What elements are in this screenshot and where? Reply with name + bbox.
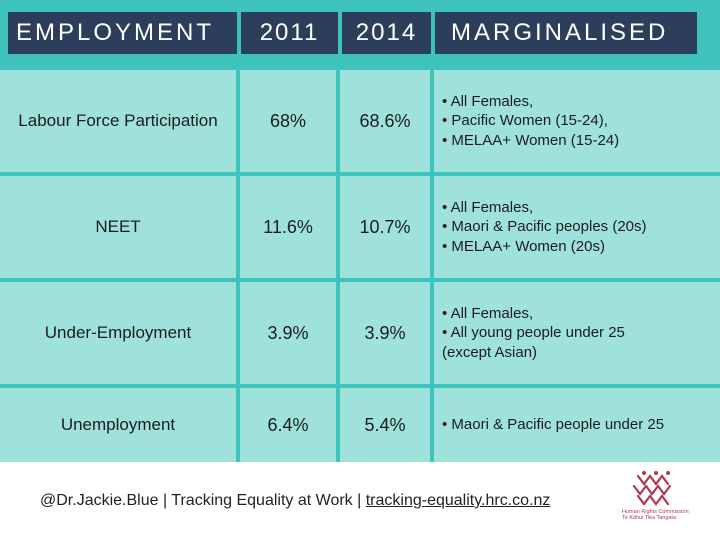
- table-header: EMPLOYMENT 2011 2014 MARGINALISED: [8, 12, 697, 54]
- table-row: Under-Employment 3.9% 3.9% • All Females…: [0, 282, 720, 384]
- marginalised-line: • Pacific Women (15-24),: [442, 112, 608, 130]
- header-marginalised: MARGINALISED: [435, 12, 697, 54]
- marginalised-groups: • Maori & Pacific people under 25: [434, 388, 720, 462]
- marginalised-line: • All Females,: [442, 304, 534, 322]
- marginalised-line: • All Females,: [442, 92, 534, 110]
- marginalised-groups: • All Females, • Pacific Women (15-24), …: [434, 70, 720, 172]
- header-2014: 2014: [342, 12, 431, 54]
- marginalised-line: (except Asian): [442, 343, 538, 361]
- marginalised-line: • Maori & Pacific people under 25: [442, 416, 665, 434]
- footer-separator: |: [352, 492, 366, 509]
- row-label: Unemployment: [0, 388, 236, 462]
- marginalised-line: • MELAA+ Women (20s): [442, 237, 605, 255]
- footer-separator: |: [158, 492, 172, 509]
- marginalised-line: • All young people under 25: [442, 324, 625, 342]
- table-row: Unemployment 6.4% 5.4% • Maori & Pacific…: [0, 388, 720, 462]
- footer: @Dr.Jackie.Blue | Tracking Equality at W…: [40, 492, 550, 510]
- marginalised-line: • Maori & Pacific peoples (20s): [442, 218, 647, 236]
- table-row: NEET 11.6% 10.7% • All Females, • Maori …: [0, 176, 720, 278]
- value-2014: 5.4%: [340, 388, 430, 462]
- row-label: NEET: [0, 176, 236, 278]
- value-2011: 11.6%: [240, 176, 336, 278]
- value-2011: 68%: [240, 70, 336, 172]
- twitter-handle[interactable]: @Dr.Jackie.Blue: [40, 492, 159, 509]
- table-row: Labour Force Participation 68% 68.6% • A…: [0, 70, 720, 172]
- logo-subtitle: Te Kāhui Tika Tangata: [622, 515, 677, 521]
- website-link[interactable]: tracking-equality.hrc.co.nz: [365, 492, 551, 509]
- value-2014: 68.6%: [340, 70, 430, 172]
- project-name: Tracking Equality at Work: [171, 492, 353, 509]
- value-2014: 10.7%: [340, 176, 430, 278]
- value-2014: 3.9%: [340, 282, 430, 384]
- marginalised-line: • MELAA+ Women (15-24): [442, 131, 620, 149]
- value-2011: 6.4%: [240, 388, 336, 462]
- logo-text: Human Rights Commission Te Kāhui Tika Ta…: [622, 509, 692, 521]
- header-employment: EMPLOYMENT: [8, 12, 237, 54]
- marginalised-line: • All Females,: [442, 198, 534, 216]
- hrc-logo-icon: [632, 471, 672, 506]
- header-2011: 2011: [241, 12, 338, 54]
- marginalised-groups: • All Females, • All young people under …: [434, 282, 720, 384]
- row-label: Under-Employment: [0, 282, 236, 384]
- marginalised-groups: • All Females, • Maori & Pacific peoples…: [434, 176, 720, 278]
- row-label: Labour Force Participation: [0, 70, 236, 172]
- value-2011: 3.9%: [240, 282, 336, 384]
- logo-name: Human Rights Commission: [622, 509, 689, 515]
